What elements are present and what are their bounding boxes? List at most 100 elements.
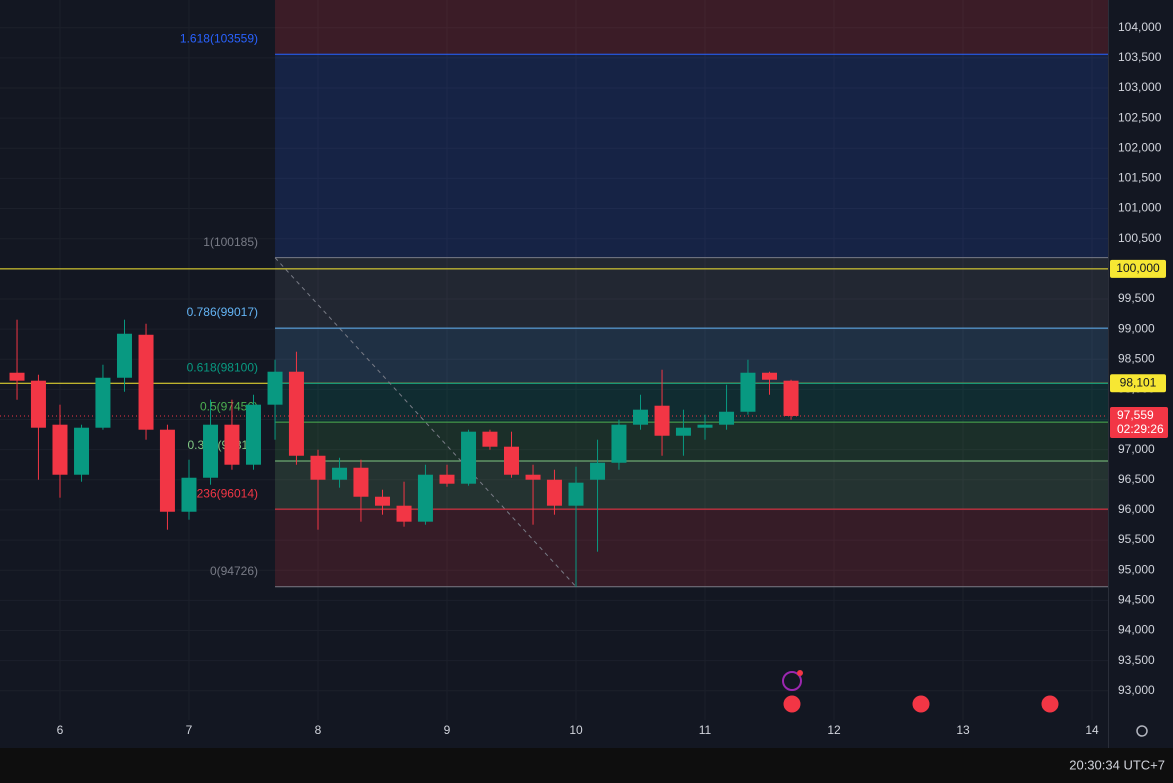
candle-body xyxy=(9,372,25,381)
last-price-label: 97,559 xyxy=(1117,408,1154,422)
fib-zone xyxy=(275,257,1108,329)
fib-label: 0(94726) xyxy=(210,564,258,578)
fib-label: 0.236(96014) xyxy=(187,486,258,500)
x-tick-label: 10 xyxy=(569,723,583,737)
y-tick-label: 99,500 xyxy=(1118,291,1155,305)
candle-body xyxy=(719,411,735,425)
fib-label: 0.5(97456) xyxy=(200,399,258,413)
fib-label: 1.618(103559) xyxy=(180,31,258,45)
y-tick-label: 99,000 xyxy=(1118,321,1155,335)
status-bar xyxy=(0,748,1173,783)
y-tick-label: 102,000 xyxy=(1118,140,1162,154)
candle-body xyxy=(740,372,756,412)
candle-body xyxy=(267,371,283,405)
fib-trend-line xyxy=(274,257,577,588)
y-tick-label: 94,000 xyxy=(1118,623,1155,637)
fib-zone xyxy=(275,328,1108,384)
fib-label: 0.786(99017) xyxy=(187,305,258,319)
x-tick-label: 14 xyxy=(1085,723,1099,737)
y-tick-label: 103,500 xyxy=(1118,50,1162,64)
candle-body xyxy=(224,424,240,465)
candle-body xyxy=(396,505,412,522)
flag-event[interactable] xyxy=(911,694,931,714)
y-tick-label: 103,000 xyxy=(1118,80,1162,94)
fib-label: 0.618(98100) xyxy=(187,361,258,375)
fib-zone xyxy=(275,0,1108,55)
y-tick-label: 95,500 xyxy=(1118,532,1155,546)
candle-body xyxy=(632,409,648,425)
fib-zone xyxy=(275,383,1108,423)
y-tick-label: 104,000 xyxy=(1118,20,1162,34)
y-tick-label: 96,000 xyxy=(1118,502,1155,516)
candle-body xyxy=(74,427,90,475)
flag-event[interactable] xyxy=(1040,694,1060,714)
candle-body xyxy=(654,405,670,436)
price-tag-label: 100,000 xyxy=(1116,261,1160,275)
candle-body xyxy=(675,427,691,436)
candle-body xyxy=(95,377,111,428)
clock: 20:30:34 UTC+7 xyxy=(1069,757,1165,772)
candle-body xyxy=(245,404,261,465)
candle-body xyxy=(310,455,326,480)
y-tick-label: 95,000 xyxy=(1118,562,1155,576)
flag-event[interactable] xyxy=(782,694,802,714)
settings-icon[interactable] xyxy=(1136,725,1148,737)
x-tick-label: 9 xyxy=(444,723,451,737)
candle-body xyxy=(116,333,132,378)
candle-body xyxy=(590,462,606,480)
candle-body xyxy=(546,479,562,506)
y-tick-label: 97,000 xyxy=(1118,442,1155,456)
candle-body xyxy=(288,371,304,456)
candle-body xyxy=(52,424,68,475)
last-price-tag xyxy=(1110,406,1168,438)
x-tick-label: 7 xyxy=(186,723,193,737)
candle-body xyxy=(697,424,713,428)
x-tick-label: 12 xyxy=(827,723,841,737)
y-tick-label: 93,500 xyxy=(1118,653,1155,667)
candle-body xyxy=(461,431,477,484)
candle-body xyxy=(417,474,433,522)
y-tick-label: 93,000 xyxy=(1118,683,1155,697)
y-tick-label: 102,500 xyxy=(1118,110,1162,124)
candle-body xyxy=(353,467,369,497)
fib-label: 1(100185) xyxy=(203,235,258,249)
candle-body xyxy=(30,380,46,428)
candle-body xyxy=(525,474,541,480)
candle-body xyxy=(503,446,519,475)
fib-zone xyxy=(275,54,1108,258)
fib-zone xyxy=(275,461,1108,510)
candle-body xyxy=(568,482,584,506)
candle-body xyxy=(611,424,627,463)
y-tick-label: 101,000 xyxy=(1118,201,1162,215)
event-icon[interactable] xyxy=(782,671,802,691)
candle-body xyxy=(203,424,219,478)
fib-zone xyxy=(275,422,1108,462)
x-tick-label: 6 xyxy=(57,723,64,737)
fib-zone xyxy=(275,509,1108,587)
x-tick-label: 8 xyxy=(315,723,322,737)
candle-body xyxy=(482,431,498,447)
price-tag xyxy=(1110,259,1166,278)
countdown-label: 02:29:26 xyxy=(1117,422,1164,436)
price-tag-label: 98,101 xyxy=(1120,375,1157,389)
candle-body xyxy=(159,429,175,512)
candle-body xyxy=(783,380,799,416)
x-tick-label: 11 xyxy=(699,723,712,737)
candle-body xyxy=(138,334,154,430)
candle-body xyxy=(374,496,390,506)
y-tick-label: 100,500 xyxy=(1118,231,1162,245)
event-dot xyxy=(797,670,803,676)
candle-body xyxy=(181,477,197,512)
x-tick-label: 13 xyxy=(956,723,970,737)
price-tag xyxy=(1110,374,1166,393)
y-tick-label: 96,500 xyxy=(1118,472,1155,486)
y-tick-label: 98,500 xyxy=(1118,351,1155,365)
candle-body xyxy=(761,372,777,380)
y-tick-label: 94,500 xyxy=(1118,593,1155,607)
plot: 93,000 93,500 94,000 94,500 95,000 95,500 96,0… xyxy=(0,0,1168,737)
candle-body xyxy=(439,474,455,484)
candle-body xyxy=(332,467,348,480)
